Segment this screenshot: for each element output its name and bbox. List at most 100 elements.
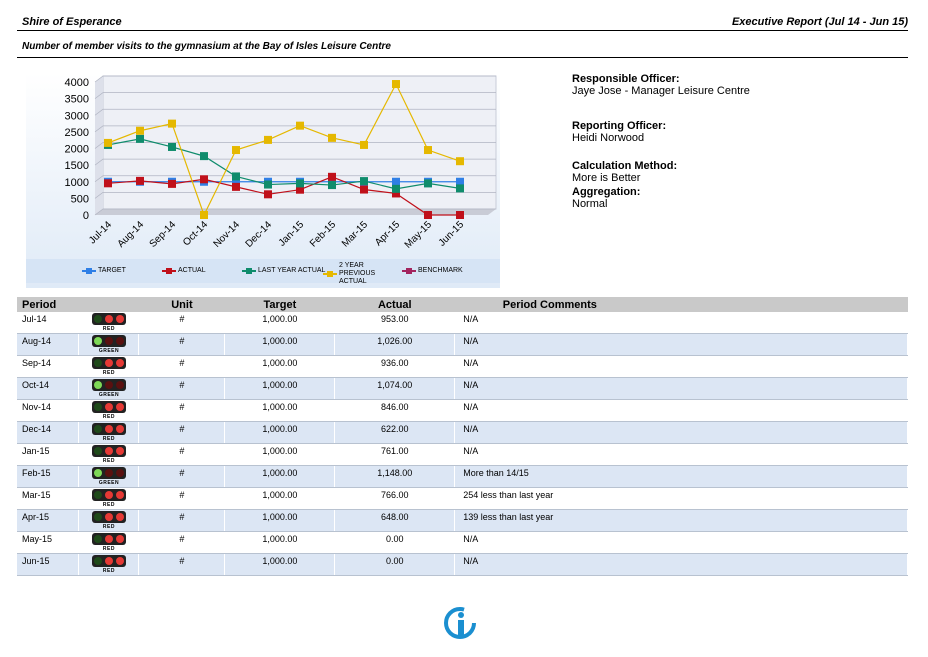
lamp xyxy=(116,535,125,543)
y-tick-label: 1000 xyxy=(65,177,89,189)
lamp xyxy=(116,381,125,389)
x-tick-label: Apr-15 xyxy=(373,219,402,248)
target-cell: 1,000.00 xyxy=(224,553,336,576)
legend-marker xyxy=(406,268,412,274)
unit-cell: # xyxy=(138,399,226,422)
table-row: Jul-14 RED #1,000.00 953.00 N/A xyxy=(17,312,908,334)
actual-cell: 846.00 xyxy=(334,399,456,422)
period-cell: Mar-15 xyxy=(17,487,80,510)
comment-cell: N/A xyxy=(454,443,908,466)
table-row: Sep-14 RED #1,000.00 936.00 N/A xyxy=(17,355,908,378)
column-header: Actual xyxy=(334,297,455,312)
status-light xyxy=(91,511,126,523)
status-text: RED xyxy=(102,524,115,530)
status-cell: RED xyxy=(78,443,140,466)
unit-cell: # xyxy=(138,465,226,488)
unit-cell: # xyxy=(138,355,226,378)
legend-swatch xyxy=(162,268,176,274)
info-value: Heidi Norwood xyxy=(572,132,645,144)
status-cell: RED xyxy=(78,553,140,576)
lamp xyxy=(93,469,102,477)
lamp xyxy=(93,315,102,323)
chart: 0 500 1000 1500 2000 2500 3000 3500 4000 Jul-14 Au… xyxy=(65,75,497,251)
target-cell: 1,000.00 xyxy=(224,509,336,532)
period-cell: Feb-15 xyxy=(17,465,80,488)
status-text: RED xyxy=(102,568,115,574)
table-row: Apr-15 RED #1,000.00 648.00 139 less than la… xyxy=(17,509,908,532)
comment-cell: More than 14/15 xyxy=(454,465,908,488)
status-cell: RED xyxy=(78,312,140,334)
legend-marker xyxy=(166,268,172,274)
status-text: GREEN xyxy=(98,480,120,486)
period-cell: Jan-15 xyxy=(17,443,80,466)
data-table: Period Unit Target Actual Period Comments Jul… xyxy=(17,297,908,576)
actual-cell: 1,026.00 xyxy=(334,333,456,356)
lamp xyxy=(104,359,113,367)
series-marker xyxy=(456,184,464,193)
legend-label: LAST YEAR ACTUAL xyxy=(258,267,326,274)
target-cell: 1,000.00 xyxy=(224,487,336,510)
legend-item: LAST YEAR ACTUAL xyxy=(242,267,325,275)
comment-cell: N/A xyxy=(454,312,908,334)
subtitle: Number of member visits to the gymnasium… xyxy=(22,41,391,52)
lamp xyxy=(116,425,125,433)
table-row: Dec-14 RED #1,000.00 622.00 N/A xyxy=(17,421,908,444)
period-cell: Jun-15 xyxy=(17,553,80,576)
info-label: Calculation Method: xyxy=(572,160,678,172)
grid-line xyxy=(94,92,496,99)
status-text: GREEN xyxy=(98,348,120,354)
series-marker xyxy=(360,140,368,149)
y-tick-label: 0 xyxy=(83,210,89,222)
x-tick-label: May-15 xyxy=(403,219,435,251)
legend-swatch xyxy=(242,268,256,274)
target-cell: 1,000.00 xyxy=(224,312,336,334)
grid-line xyxy=(94,175,496,183)
y-tick-label: 3000 xyxy=(65,110,89,122)
lamp xyxy=(104,469,113,477)
status-cell: RED xyxy=(78,399,140,422)
target-cell: 1,000.00 xyxy=(224,443,336,466)
lamp xyxy=(104,513,113,521)
lamp xyxy=(104,315,113,323)
info-field: Calculation Method: More is Better xyxy=(572,160,677,184)
lamp xyxy=(104,337,113,345)
table-row: Oct-14 GREEN #1,000.00 1,074.00 N/A xyxy=(17,377,908,400)
series-marker xyxy=(232,182,240,191)
series-marker xyxy=(264,180,272,189)
series-line xyxy=(107,138,461,190)
period-cell: Nov-14 xyxy=(17,399,80,422)
grid-line xyxy=(94,75,496,83)
legend-label: TARGET xyxy=(98,267,126,274)
period-cell: May-15 xyxy=(17,531,80,554)
x-tick-label: Feb-15 xyxy=(308,219,338,249)
status-light xyxy=(91,423,126,435)
lamp xyxy=(93,337,102,345)
series-marker xyxy=(264,190,272,199)
report-title: Executive Report (Jul 14 - Jun 15) xyxy=(731,16,908,28)
chart-panel: 0 500 1000 1500 2000 2500 3000 3500 4000 Jul-14 Au… xyxy=(26,73,500,288)
x-tick-label: Dec-14 xyxy=(244,219,275,250)
comment-cell: 139 less than last year xyxy=(454,509,908,532)
table-row: Mar-15 RED #1,000.00 766.00 254 less than la… xyxy=(17,487,908,510)
lamp xyxy=(116,315,125,323)
unit-cell: # xyxy=(138,312,226,334)
lamp xyxy=(93,359,102,367)
y-tick-label: 1500 xyxy=(65,160,89,172)
legend-item: ACTUAL xyxy=(162,267,206,275)
series-marker xyxy=(424,146,432,155)
lamp xyxy=(116,491,125,499)
lamp xyxy=(116,447,125,455)
rule xyxy=(17,30,908,31)
lamp xyxy=(116,513,125,521)
series-marker xyxy=(168,179,176,188)
status-cell: GREEN xyxy=(78,333,140,356)
period-cell: Dec-14 xyxy=(17,421,80,444)
series-marker xyxy=(136,126,144,135)
legend-item: 2 YEAR PREVIOUS ACTUAL xyxy=(323,262,401,286)
y-tick-label: 3500 xyxy=(65,94,89,106)
status-light xyxy=(91,489,126,501)
org-name: Shire of Esperance xyxy=(22,16,122,28)
lamp xyxy=(116,337,125,345)
target-cell: 1,000.00 xyxy=(224,355,336,378)
